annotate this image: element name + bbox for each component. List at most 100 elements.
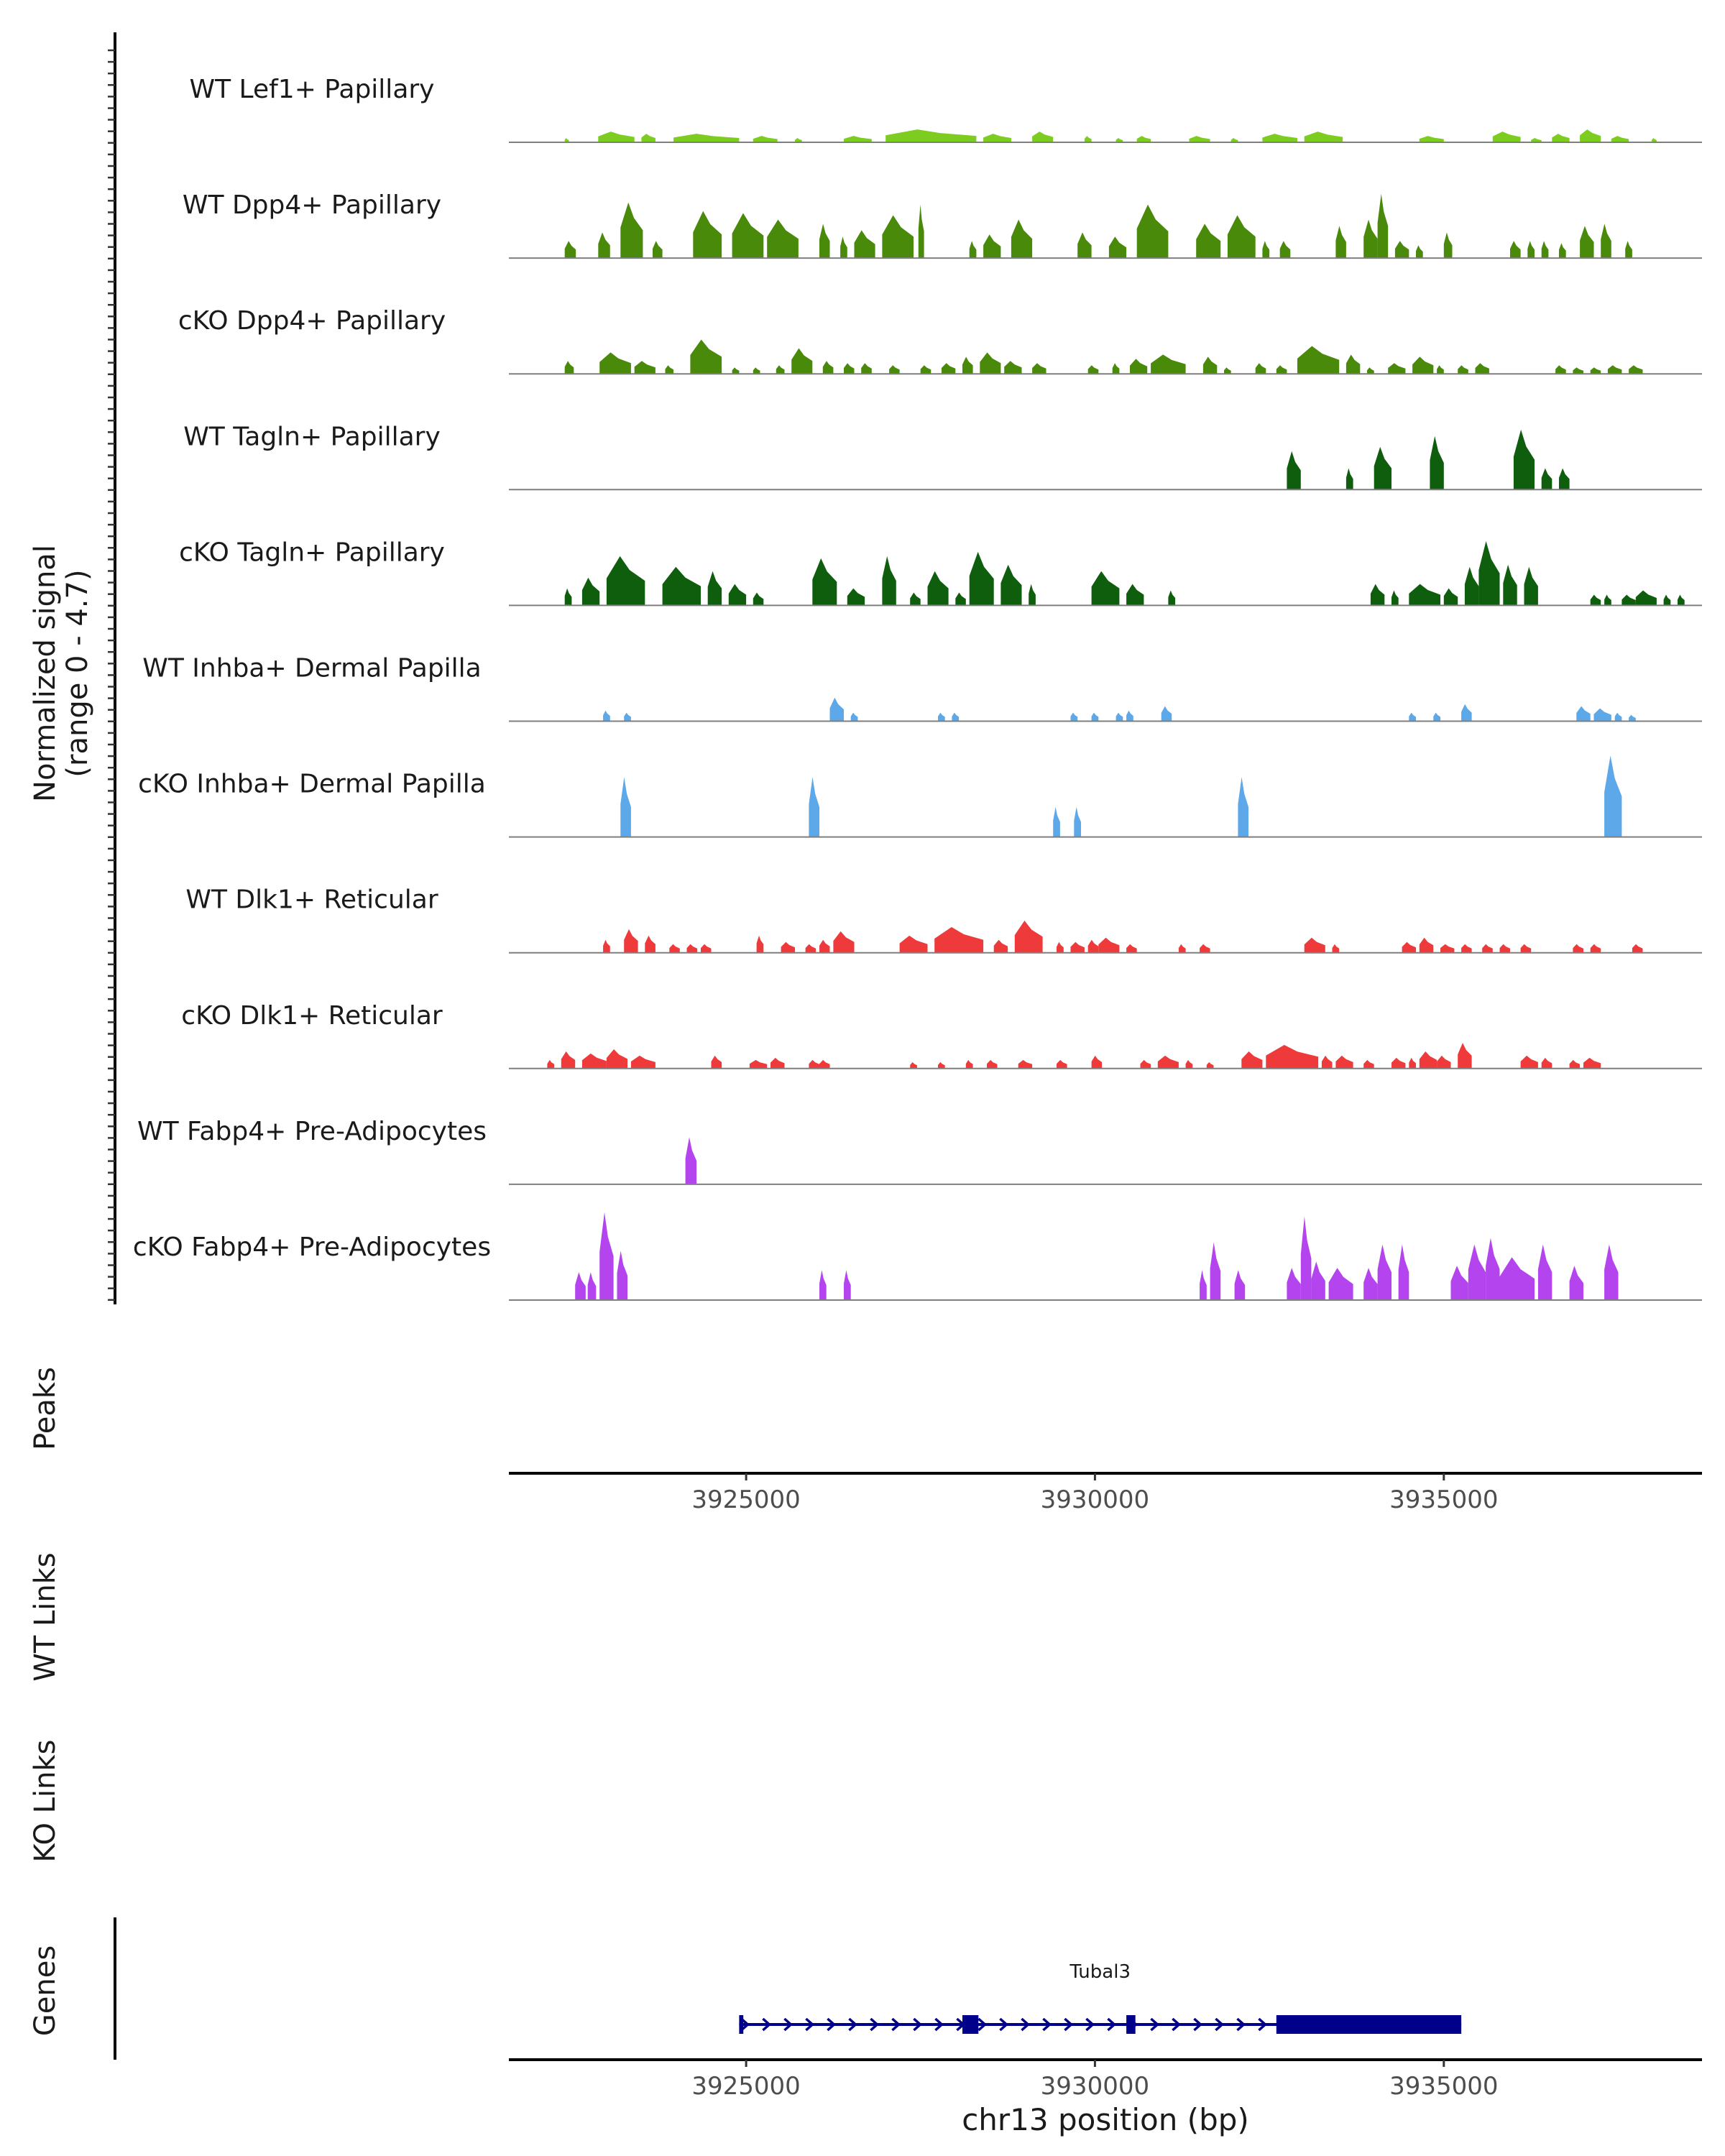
signal-peak xyxy=(993,939,1008,953)
signal-peak xyxy=(1300,1216,1312,1300)
signal-peak xyxy=(1000,564,1022,606)
genes-label: Genes xyxy=(29,1945,62,2036)
signal-peak xyxy=(693,211,722,259)
signal-peak xyxy=(955,592,966,606)
signal-peak xyxy=(599,352,631,374)
signal-peak xyxy=(809,777,819,837)
strand-arrow xyxy=(762,2017,772,2032)
signal-peak xyxy=(1266,1045,1319,1069)
signal-peak xyxy=(1388,363,1406,374)
x-axis-label: chr13 position (bp) xyxy=(962,2102,1249,2137)
signal-peak xyxy=(690,339,722,374)
signal-peak xyxy=(564,361,574,374)
signal-peak xyxy=(844,136,872,142)
signal-peak xyxy=(987,1059,998,1069)
track-label: cKO Fabp4+ Pre-Adipocytes xyxy=(133,1233,491,1262)
strand-arrow xyxy=(848,2017,858,2032)
signal-peak xyxy=(728,584,747,606)
signal-peak xyxy=(1335,226,1346,259)
signal-peak xyxy=(665,365,674,374)
signal-peak xyxy=(1074,806,1081,837)
signal-peak xyxy=(1541,1057,1552,1069)
track-label: WT Fabp4+ Pre-Adipocytes xyxy=(137,1117,487,1146)
signal-peak xyxy=(1287,1268,1301,1300)
signal-peak xyxy=(1241,1051,1263,1069)
signal-peak xyxy=(1614,712,1622,722)
signal-peak xyxy=(1200,944,1210,953)
signal-peak xyxy=(1363,1059,1374,1069)
signal-peak xyxy=(634,361,656,374)
signal-peak xyxy=(934,927,984,953)
signal-peak xyxy=(686,944,698,953)
signal-peak xyxy=(983,234,1001,259)
signal-peak xyxy=(844,1270,851,1300)
signal-peak xyxy=(581,1053,607,1069)
track-5: cKO Tagln+ Papillary xyxy=(179,538,1702,607)
signal-peak xyxy=(1443,588,1458,606)
track-10: WT Fabp4+ Pre-Adipocytes xyxy=(137,1117,1702,1185)
signal-peak xyxy=(918,204,924,259)
signal-peak xyxy=(1419,136,1444,142)
signal-peak xyxy=(1126,584,1144,606)
signal-peak xyxy=(840,236,847,259)
signal-peak xyxy=(753,592,764,606)
signal-peak xyxy=(641,134,656,142)
ko-links-label: KO Links xyxy=(29,1740,62,1863)
signal-peak xyxy=(1394,241,1409,259)
signal-peak xyxy=(829,697,844,722)
signal-peak xyxy=(1437,1055,1451,1069)
signal-peak xyxy=(749,1059,768,1069)
signal-peak xyxy=(1450,1266,1468,1300)
signal-peak xyxy=(598,232,610,259)
gene-exon xyxy=(739,2015,744,2034)
signal-peak xyxy=(756,935,764,953)
signal-peak xyxy=(965,1059,973,1069)
signal-peak xyxy=(1392,1057,1406,1069)
signal-peak xyxy=(1057,1059,1067,1069)
signal-peak xyxy=(1200,1270,1207,1300)
signal-peak xyxy=(1492,132,1521,142)
signal-peak xyxy=(587,1272,597,1300)
signal-peak xyxy=(1262,134,1297,142)
signal-peak xyxy=(1461,944,1472,953)
signal-peak xyxy=(1377,1244,1392,1300)
signal-peak xyxy=(1311,1261,1325,1300)
signal-peak xyxy=(1279,241,1291,259)
signal-peak xyxy=(1084,136,1092,142)
signal-peak xyxy=(701,944,712,953)
signal-peak xyxy=(1604,594,1611,606)
track-9: cKO Dlk1+ Reticular xyxy=(181,1001,1702,1069)
signal-peak xyxy=(1537,1244,1552,1300)
strand-arrow xyxy=(805,2017,815,2032)
signal-peak xyxy=(1559,468,1570,490)
signal-peak xyxy=(1590,367,1601,374)
x-tick-label: 3935000 xyxy=(1389,2072,1498,2101)
signal-peak xyxy=(598,132,635,142)
signal-peak xyxy=(1569,1266,1583,1300)
signal-peak xyxy=(927,571,949,606)
strand-arrow xyxy=(1258,2017,1268,2032)
signal-peak xyxy=(581,577,600,606)
signal-peak xyxy=(1304,132,1343,142)
signal-peak xyxy=(1552,134,1570,142)
signal-peak xyxy=(1004,361,1022,374)
signal-peak xyxy=(620,777,631,837)
signal-peak xyxy=(1157,1055,1179,1069)
signal-peak xyxy=(1126,710,1133,722)
track-label: cKO Tagln+ Papillary xyxy=(179,538,445,567)
signal-peak xyxy=(1499,944,1510,953)
signal-peak xyxy=(1126,944,1137,953)
signal-peak xyxy=(1580,226,1594,259)
signal-peak xyxy=(1087,939,1099,953)
signal-peak xyxy=(910,592,921,606)
signal-peak xyxy=(812,558,837,606)
signal-peak xyxy=(1014,921,1043,953)
signal-peak xyxy=(1070,941,1085,953)
peaks-label: Peaks xyxy=(29,1367,62,1450)
signal-peak xyxy=(847,588,865,606)
signal-peak xyxy=(969,551,994,606)
signal-peak xyxy=(1370,584,1385,606)
strand-arrow xyxy=(870,2017,880,2032)
signal-peak xyxy=(707,571,722,606)
signal-peak xyxy=(1363,1268,1378,1300)
